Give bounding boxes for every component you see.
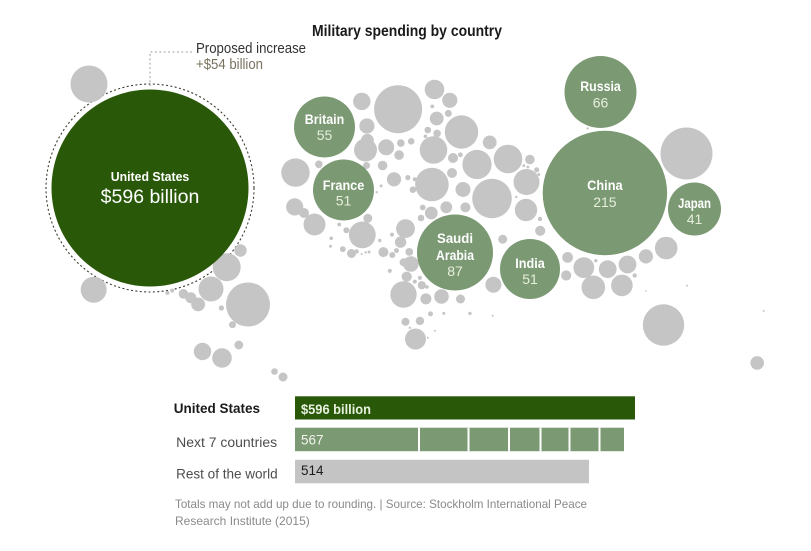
svg-text:+$54 billion: +$54 billion	[196, 56, 263, 73]
svg-text:United States: United States	[174, 401, 260, 416]
svg-text:India: India	[515, 256, 545, 271]
svg-text:France: France	[323, 178, 365, 193]
svg-text:Rest of the world: Rest of the world	[176, 466, 278, 481]
svg-text:87: 87	[447, 263, 463, 279]
svg-text:Proposed increase: Proposed increase	[196, 40, 306, 57]
svg-text:China: China	[587, 178, 623, 193]
svg-text:Arabia: Arabia	[436, 248, 474, 263]
svg-text:United States: United States	[111, 169, 190, 184]
svg-text:51: 51	[336, 193, 352, 209]
svg-text:$596 billion: $596 billion	[301, 402, 371, 417]
svg-text:514: 514	[301, 463, 324, 478]
svg-text:Research Institute (2015): Research Institute (2015)	[175, 514, 310, 528]
svg-text:567: 567	[301, 432, 324, 447]
svg-text:Russia: Russia	[580, 79, 621, 94]
svg-text:Saudi: Saudi	[437, 231, 473, 246]
svg-text:66: 66	[593, 95, 609, 111]
svg-text:Military spending by country: Military spending by country	[312, 23, 502, 40]
svg-text:Japan: Japan	[678, 196, 711, 211]
svg-text:215: 215	[593, 194, 617, 210]
svg-text:51: 51	[522, 271, 538, 287]
svg-text:$596 billion: $596 billion	[101, 186, 200, 208]
svg-text:41: 41	[687, 211, 703, 227]
svg-text:Britain: Britain	[305, 112, 345, 127]
svg-text:55: 55	[317, 127, 333, 143]
svg-text:Totals may not add up due to r: Totals may not add up due to rounding. |…	[175, 497, 587, 511]
svg-text:Next 7 countries: Next 7 countries	[176, 435, 277, 450]
